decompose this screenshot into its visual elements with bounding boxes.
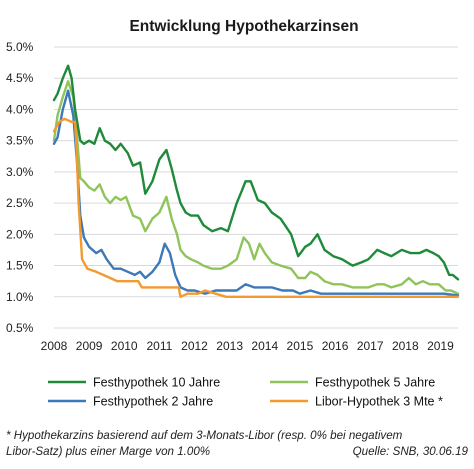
x-tick-label: 2017 <box>357 339 384 353</box>
footnote: * Hypothekarzins basierend auf dem 3-Mon… <box>6 428 468 460</box>
footnote-line-2: Libor-Satz) plus einer Marge von 1.00% <box>6 445 211 458</box>
x-tick-label: 2010 <box>111 339 138 353</box>
legend-label: Festhypothek 5 Jahre <box>315 376 435 390</box>
series-lines <box>52 64 460 298</box>
chart-title: Entwicklung Hypothekarzinsen <box>129 18 358 35</box>
y-tick-label: 4.5% <box>6 71 34 85</box>
legend-label: Festhypothek 10 Jahre <box>93 376 220 390</box>
y-tick-label: 4.0% <box>6 102 34 116</box>
x-tick-label: 2015 <box>287 339 314 353</box>
y-tick-label: 2.5% <box>6 196 34 210</box>
x-tick-label: 2013 <box>216 339 243 353</box>
footnote-line-1: * Hypothekarzins basierend auf dem 3-Mon… <box>6 429 403 442</box>
x-tick-label: 2018 <box>392 339 419 353</box>
x-tick-label: 2011 <box>146 339 172 353</box>
x-tick-label: 2016 <box>322 339 349 353</box>
source-note: Quelle: SNB, 30.06.19 <box>352 445 468 458</box>
series-line <box>52 80 460 295</box>
footnote-row-2: Libor-Satz) plus einer Marge von 1.00% Q… <box>6 444 468 460</box>
y-tick-label: 1.0% <box>6 290 34 304</box>
y-tick-label: 1.5% <box>6 259 34 273</box>
x-tick-label: 2012 <box>181 339 208 353</box>
legend-label: Libor-Hypothek 3 Mte * <box>315 395 443 409</box>
y-tick-label: 3.0% <box>6 165 34 179</box>
legend-label: Festhypothek 2 Jahre <box>93 395 213 409</box>
y-tick-label: 0.5% <box>6 321 34 335</box>
x-tick-label: 2008 <box>41 339 68 353</box>
x-tick-label: 2019 <box>427 339 454 353</box>
y-axis-ticks: 5.0% 4.5% 4.0% 3.5% 3.0% 2.5% 2.0% 1.5% 1.0% 0.5% <box>6 40 34 335</box>
y-tick-label: 5.0% <box>6 40 34 54</box>
series-line <box>52 89 460 297</box>
series-line <box>52 117 460 298</box>
x-tick-label: 2009 <box>76 339 103 353</box>
series-line <box>52 64 460 281</box>
y-tick-label: 2.0% <box>6 227 34 241</box>
x-axis-ticks: 2008 2009 2010 2011 2012 2013 2014 2015 2016 2017… <box>41 339 454 353</box>
y-tick-label: 3.5% <box>6 134 34 148</box>
x-tick-label: 2014 <box>251 339 278 353</box>
legend: Festhypothek 10 Jahre Festhypothek 5 Jahr… <box>48 376 443 409</box>
